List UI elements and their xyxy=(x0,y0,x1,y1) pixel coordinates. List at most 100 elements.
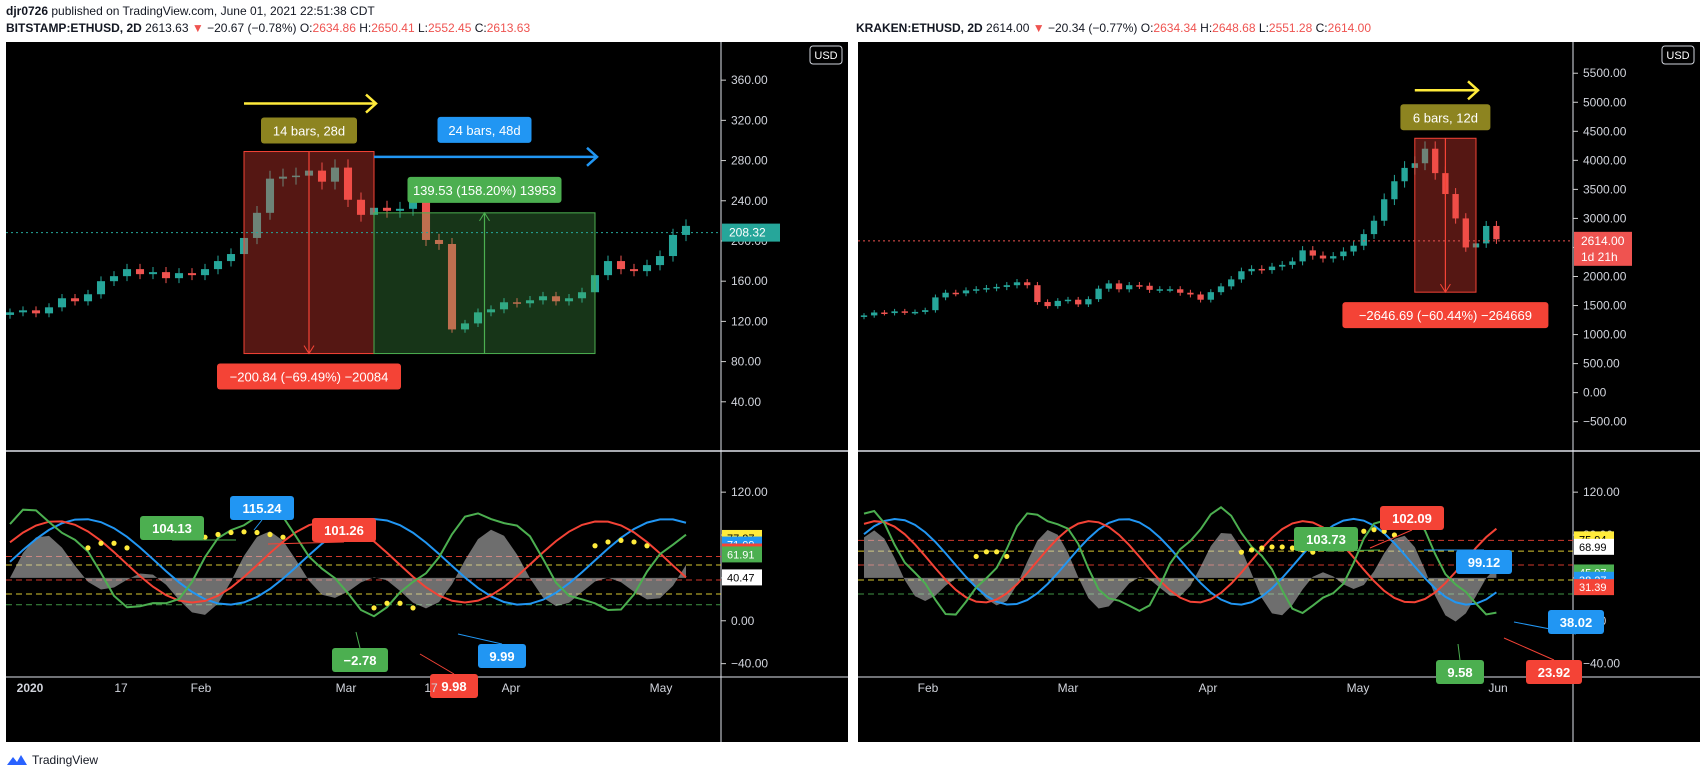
ticker-last: 2613.63 xyxy=(145,21,189,35)
candle-body xyxy=(1003,285,1010,287)
tradingview-footer[interactable]: TradingView xyxy=(6,753,98,767)
publisher-name[interactable]: djr0726 xyxy=(6,4,49,18)
candle xyxy=(213,255,223,275)
osc-callout-leader xyxy=(1513,621,1577,635)
osc-signal-dot xyxy=(1279,544,1285,550)
candle-body xyxy=(1319,255,1327,259)
osc-callout-badge xyxy=(1380,506,1444,530)
osc-callout-badge xyxy=(1436,660,1484,684)
candle-body xyxy=(473,312,483,324)
candle-body xyxy=(993,286,1000,289)
candle-body xyxy=(1289,261,1296,265)
candle-body xyxy=(1401,167,1408,182)
osc-axis-label: −40.00 xyxy=(1583,657,1620,671)
publish-header: djr0726 published on TradingView.com, Ju… xyxy=(6,4,375,18)
candle xyxy=(952,289,959,297)
candle xyxy=(1452,188,1459,224)
candle-body xyxy=(122,269,132,277)
osc-signal-dot xyxy=(215,531,221,538)
candle xyxy=(226,248,236,267)
osc-signal-dot xyxy=(280,534,286,540)
candle-body xyxy=(1248,268,1255,272)
candle-body xyxy=(629,269,639,272)
candle xyxy=(278,168,288,187)
candle xyxy=(942,289,949,301)
candle xyxy=(356,192,366,222)
candle xyxy=(473,308,483,327)
candle-body xyxy=(860,315,868,317)
osc-value-label: 68.99 xyxy=(1579,542,1607,554)
osc-callout-label: 9.99 xyxy=(489,649,514,664)
candle-body xyxy=(1187,292,1194,295)
time-axis-label: 2020 xyxy=(17,681,44,695)
osc-callout-badge xyxy=(478,644,526,668)
ticker-symbol: BITSTAMP:ETHUSD, 2D xyxy=(6,21,142,35)
osc-signal-dot xyxy=(618,537,624,543)
candle-body xyxy=(1238,271,1245,280)
candle-body xyxy=(525,300,535,304)
price-axis-label: 4000.00 xyxy=(1583,153,1627,167)
candle xyxy=(512,298,522,308)
candle-body xyxy=(382,207,392,211)
candle xyxy=(1044,299,1051,309)
osc-callout-badge xyxy=(332,648,388,672)
osc-signal-dot xyxy=(973,553,979,560)
candle xyxy=(291,167,301,185)
candle-body xyxy=(983,288,990,290)
measure-up-bars-label: 24 bars, 48d xyxy=(448,123,520,138)
candle xyxy=(1187,289,1194,298)
candle xyxy=(83,289,93,306)
candle-body xyxy=(1136,285,1143,287)
down-arrow-icon: ▼ xyxy=(191,21,204,35)
measure-bars-label: 6 bars, 12d xyxy=(1413,110,1478,125)
candle-body xyxy=(1279,264,1286,267)
last-price-label: 2614.00 xyxy=(1581,234,1625,248)
currency-badge xyxy=(809,45,843,65)
candle xyxy=(1105,280,1112,292)
candle xyxy=(1177,286,1184,296)
candle xyxy=(1156,286,1163,293)
candle-body xyxy=(252,212,262,238)
ticker-low: 2551.28 xyxy=(1268,21,1313,35)
candle xyxy=(1003,281,1010,291)
candle xyxy=(1483,220,1490,248)
time-axis-label: Mar xyxy=(1058,681,1079,695)
candle-body xyxy=(109,276,119,282)
ticker-low: 2552.45 xyxy=(428,21,472,35)
candle xyxy=(525,296,535,308)
price-axis-label: 0.00 xyxy=(1583,386,1607,400)
candle xyxy=(881,310,888,316)
candle xyxy=(395,201,405,218)
chart-panel-bitstamp[interactable]: 360.00320.00280.00240.00200.00160.00120.… xyxy=(6,42,848,742)
candle-body xyxy=(1391,181,1398,200)
ticker-last: 2614.00 xyxy=(986,21,1030,35)
candle xyxy=(1166,286,1174,293)
osc-callout-label: 9.98 xyxy=(441,679,466,694)
osc-callout-badge xyxy=(1526,660,1582,684)
osc-callout-leader xyxy=(1369,529,1413,549)
candle xyxy=(973,286,980,294)
candle xyxy=(871,310,878,318)
candle xyxy=(860,313,868,320)
price-axis-label: 500.00 xyxy=(1583,357,1620,371)
price-axis-label: 5000.00 xyxy=(1583,95,1627,109)
candle xyxy=(330,159,340,190)
chart-panel-kraken[interactable]: 5500.00 5000.00 4500.00 4000.00 3500.00 3000.… xyxy=(858,42,1700,742)
candle xyxy=(668,228,678,262)
candle-body xyxy=(44,307,54,314)
candle-body xyxy=(962,290,970,294)
candle xyxy=(1493,220,1500,244)
ticker-line-right: KRAKEN:ETHUSD, 2D 2614.00 ▼ −20.34 (−0.7… xyxy=(856,21,1371,35)
candle-body xyxy=(1207,292,1214,300)
candle-body xyxy=(952,292,959,295)
osc-signal-dot xyxy=(605,539,611,545)
osc-signal-dot xyxy=(631,539,637,545)
candle xyxy=(642,259,652,277)
candle xyxy=(1217,283,1225,296)
candle-body xyxy=(1309,250,1316,256)
candle-body xyxy=(31,310,41,314)
ticker-change: −20.34 (−0.77%) xyxy=(1048,21,1138,35)
time-axis-label: Apr xyxy=(502,681,521,695)
candle-body xyxy=(1126,285,1133,290)
candle-body xyxy=(881,312,888,314)
